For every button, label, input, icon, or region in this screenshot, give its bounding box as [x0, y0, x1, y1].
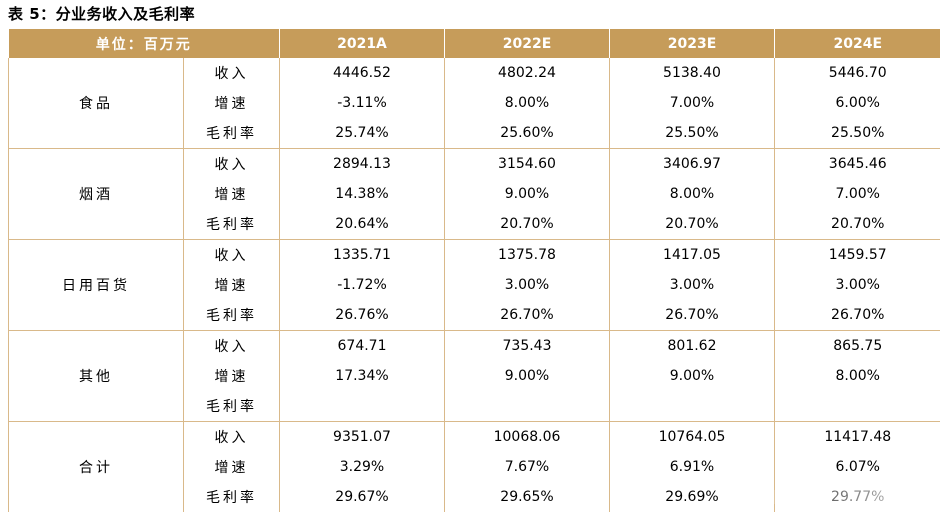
value-cell [280, 391, 445, 422]
value-cell: 865.75 [775, 331, 940, 362]
value-cell: 20.64% [280, 209, 445, 240]
value-cell: 9.00% [445, 179, 610, 209]
value-cell: 1375.78 [445, 240, 610, 271]
value-cell: 1459.57 [775, 240, 940, 271]
value-cell: 25.50% [775, 118, 940, 149]
metric-label: 毛利率 [184, 300, 280, 331]
value-cell: 29.65% [445, 482, 610, 512]
value-cell: 7.00% [610, 88, 775, 118]
metric-label: 毛利率 [184, 209, 280, 240]
value-cell: 17.34% [280, 361, 445, 391]
metric-label: 增速 [184, 88, 280, 118]
metric-label: 收入 [184, 331, 280, 362]
value-cell: 674.71 [280, 331, 445, 362]
value-cell: 11417.48 [775, 422, 940, 453]
metric-label: 收入 [184, 58, 280, 88]
value-cell: 7.00% [775, 179, 940, 209]
value-cell: 26.70% [610, 300, 775, 331]
metric-label: 增速 [184, 361, 280, 391]
value-cell: 2894.13 [280, 149, 445, 180]
table-caption: 表 5：分业务收入及毛利率 [8, 3, 195, 25]
year-header: 2024E [775, 29, 940, 58]
metric-label: 毛利率 [184, 118, 280, 149]
value-cell: 9351.07 [280, 422, 445, 453]
value-cell: 6.07% [775, 452, 940, 482]
value-cell [610, 391, 775, 422]
value-cell: 7.67% [445, 452, 610, 482]
segment-name: 合计 [9, 422, 184, 512]
value-cell: 801.62 [610, 331, 775, 362]
value-cell: 3406.97 [610, 149, 775, 180]
table-header-row: 单位：百万元 2021A 2022E 2023E 2024E [9, 29, 940, 58]
value-cell: 3154.60 [445, 149, 610, 180]
unit-header: 单位：百万元 [9, 29, 280, 58]
value-cell: 4446.52 [280, 58, 445, 88]
metric-label: 收入 [184, 422, 280, 453]
segment-name: 其他 [9, 331, 184, 422]
value-cell: 3.00% [610, 270, 775, 300]
value-cell: 8.00% [445, 88, 610, 118]
value-cell: 8.00% [775, 361, 940, 391]
value-cell: 1335.71 [280, 240, 445, 271]
metric-label: 增速 [184, 452, 280, 482]
year-header: 2021A [280, 29, 445, 58]
metric-label: 增速 [184, 179, 280, 209]
value-cell: 25.74% [280, 118, 445, 149]
value-cell: -3.11% [280, 88, 445, 118]
value-cell: 20.70% [610, 209, 775, 240]
bottom-fade [740, 490, 940, 504]
value-cell: 25.60% [445, 118, 610, 149]
value-cell: 10764.05 [610, 422, 775, 453]
segment-name: 烟酒 [9, 149, 184, 240]
metric-label: 毛利率 [184, 482, 280, 512]
value-cell: 29.67% [280, 482, 445, 512]
value-cell: 20.70% [775, 209, 940, 240]
value-cell: 1417.05 [610, 240, 775, 271]
value-cell: 5138.40 [610, 58, 775, 88]
year-header: 2023E [610, 29, 775, 58]
value-cell: 9.00% [610, 361, 775, 391]
value-cell: 8.00% [610, 179, 775, 209]
value-cell: 26.70% [775, 300, 940, 331]
value-cell: 3.00% [445, 270, 610, 300]
metric-label: 增速 [184, 270, 280, 300]
value-cell: 5446.70 [775, 58, 940, 88]
value-cell: 14.38% [280, 179, 445, 209]
value-cell: 25.50% [610, 118, 775, 149]
value-cell: -1.72% [280, 270, 445, 300]
metric-label: 收入 [184, 149, 280, 180]
value-cell: 6.91% [610, 452, 775, 482]
value-cell: 9.00% [445, 361, 610, 391]
value-cell: 26.70% [445, 300, 610, 331]
value-cell: 3.00% [775, 270, 940, 300]
value-cell: 6.00% [775, 88, 940, 118]
value-cell: 735.43 [445, 331, 610, 362]
segment-name: 食品 [9, 58, 184, 149]
value-cell [445, 391, 610, 422]
metric-label: 毛利率 [184, 391, 280, 422]
year-header: 2022E [445, 29, 610, 58]
value-cell: 3645.46 [775, 149, 940, 180]
value-cell [775, 391, 940, 422]
metric-label: 收入 [184, 240, 280, 271]
value-cell: 10068.06 [445, 422, 610, 453]
value-cell: 26.76% [280, 300, 445, 331]
value-cell: 4802.24 [445, 58, 610, 88]
value-cell: 3.29% [280, 452, 445, 482]
value-cell: 20.70% [445, 209, 610, 240]
segment-name: 日用百货 [9, 240, 184, 331]
